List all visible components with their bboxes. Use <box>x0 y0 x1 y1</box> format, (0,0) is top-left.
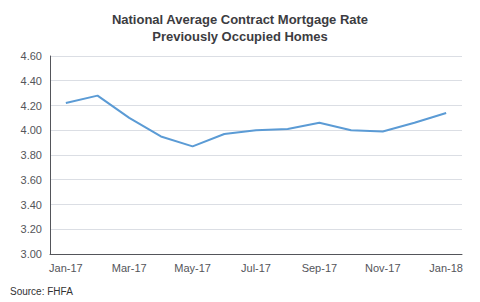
svg-text:4.20: 4.20 <box>21 100 42 112</box>
svg-text:4.00: 4.00 <box>21 124 42 136</box>
svg-text:3.60: 3.60 <box>21 174 42 186</box>
svg-text:Jul-17: Jul-17 <box>241 262 271 274</box>
svg-text:Source: FHFA: Source: FHFA <box>10 286 73 297</box>
svg-text:Nov-17: Nov-17 <box>365 262 400 274</box>
svg-text:Previously Occupied Homes: Previously Occupied Homes <box>152 29 328 44</box>
svg-text:May-17: May-17 <box>174 262 211 274</box>
svg-text:4.40: 4.40 <box>21 75 42 87</box>
svg-text:3.00: 3.00 <box>21 248 42 260</box>
svg-text:Jan-17: Jan-17 <box>49 262 83 274</box>
svg-text:3.40: 3.40 <box>21 199 42 211</box>
svg-text:4.60: 4.60 <box>21 50 42 62</box>
svg-text:National Average Contract Mort: National Average Contract Mortgage Rate <box>112 12 368 27</box>
svg-text:Sep-17: Sep-17 <box>302 262 337 274</box>
svg-text:3.20: 3.20 <box>21 223 42 235</box>
svg-text:Mar-17: Mar-17 <box>112 262 147 274</box>
svg-text:Jan-18: Jan-18 <box>429 262 463 274</box>
svg-text:3.80: 3.80 <box>21 149 42 161</box>
